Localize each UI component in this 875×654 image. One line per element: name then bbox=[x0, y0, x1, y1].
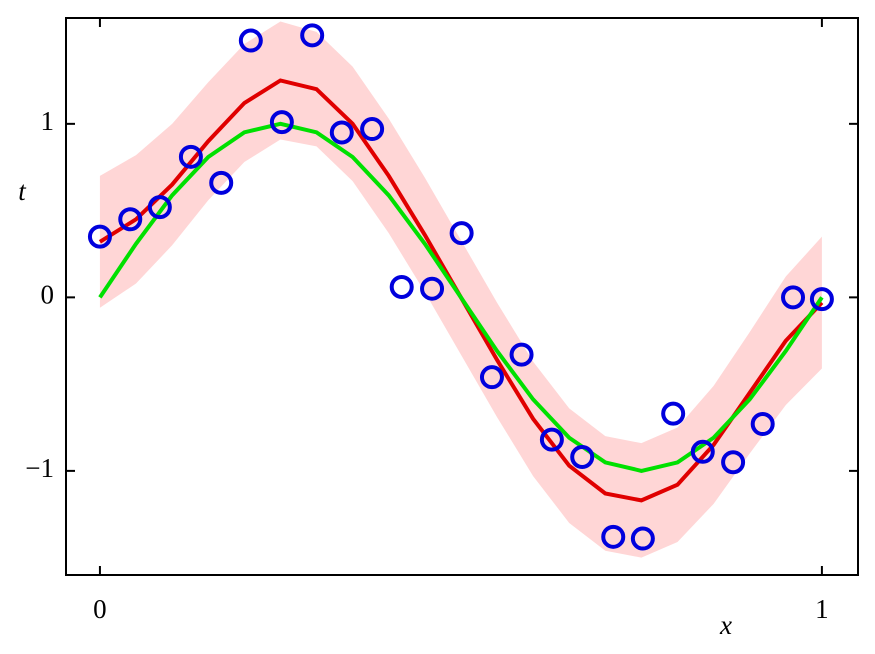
data-point bbox=[300, 23, 325, 48]
data-point bbox=[661, 401, 686, 426]
x-axis-label: x bbox=[719, 610, 732, 640]
data-point bbox=[147, 195, 172, 220]
data-point bbox=[781, 285, 806, 310]
data-point bbox=[178, 144, 203, 169]
x-tick-label: 1 bbox=[815, 594, 829, 624]
data-point bbox=[721, 450, 746, 475]
data-point bbox=[360, 117, 385, 142]
y-tick-label: −1 bbox=[25, 453, 54, 483]
y-tick-label: 1 bbox=[41, 106, 55, 136]
data-point bbox=[690, 439, 715, 464]
data-point bbox=[238, 28, 263, 53]
data-point bbox=[509, 342, 534, 367]
data-point bbox=[118, 207, 143, 232]
y-axis-label: t bbox=[18, 176, 27, 206]
confidence-band bbox=[99, 21, 822, 558]
data-point bbox=[449, 221, 474, 246]
data-point bbox=[809, 287, 834, 312]
data-point bbox=[630, 526, 655, 551]
y-tick-label: 0 bbox=[41, 280, 55, 310]
data-point bbox=[209, 170, 234, 195]
data-point bbox=[87, 224, 112, 249]
data-point bbox=[570, 445, 595, 470]
data-point bbox=[329, 120, 354, 145]
data-point bbox=[750, 412, 775, 437]
x-tick-label: 0 bbox=[93, 594, 107, 624]
data-point bbox=[601, 524, 626, 549]
data-point bbox=[389, 274, 414, 299]
data-point bbox=[269, 110, 294, 135]
data-point bbox=[420, 276, 445, 301]
curve bbox=[98, 121, 824, 473]
data-point bbox=[479, 365, 504, 390]
data-point bbox=[539, 427, 564, 452]
